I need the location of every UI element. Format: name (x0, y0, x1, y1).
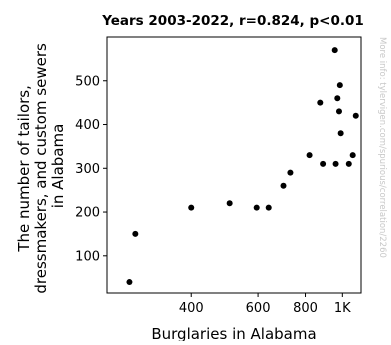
data-point-20 (352, 112, 359, 119)
y-axis-label-line-1: The number of tailors, (15, 85, 33, 253)
x-tick-label: 1K (334, 301, 351, 316)
data-point-13 (332, 160, 339, 167)
data-point-16 (336, 82, 343, 89)
y-tick-label: 300 (75, 162, 100, 177)
x-tick-label: 400 (179, 301, 204, 316)
chart-title: Years 2003-2022, r=0.824, p<0.01 (101, 13, 364, 29)
data-point-7 (280, 182, 287, 189)
data-point-17 (337, 130, 344, 137)
data-point-15 (335, 108, 342, 115)
data-point-11 (320, 160, 327, 167)
x-axis-label: Burglaries in Alabama (151, 325, 316, 341)
x-axis-ticks: 400 600 800 1K (179, 293, 351, 316)
data-point-6 (265, 204, 272, 211)
data-point-8 (287, 169, 294, 176)
data-point-10 (317, 99, 324, 106)
y-axis-label-line-2: dressmakers, and custom sewers (32, 43, 50, 294)
y-axis-label: The number of tailors, dressmakers, and … (15, 38, 67, 293)
data-point-1 (126, 279, 133, 286)
data-point-18 (345, 160, 352, 167)
data-points (126, 47, 359, 286)
y-tick-label: 500 (75, 74, 100, 89)
data-point-5 (253, 204, 260, 211)
data-point-12 (331, 47, 338, 54)
y-tick-label: 100 (75, 249, 100, 264)
data-point-19 (349, 152, 356, 159)
y-tick-label: 200 (75, 206, 100, 221)
x-tick-label: 800 (293, 301, 318, 316)
data-point-3 (188, 204, 195, 211)
source-note: More info: tylervigen.com/spurious/corre… (377, 37, 387, 258)
data-point-2 (132, 230, 139, 237)
data-point-4 (226, 200, 233, 207)
y-tick-label: 400 (75, 118, 100, 133)
plot-area-frame (106, 36, 362, 294)
y-axis-label-line-3: in Alabama (49, 124, 67, 209)
data-point-14 (334, 95, 341, 102)
x-tick-label: 600 (246, 301, 271, 316)
data-point-9 (306, 152, 313, 159)
y-axis-ticks: 100 200 300 400 500 (75, 74, 107, 264)
